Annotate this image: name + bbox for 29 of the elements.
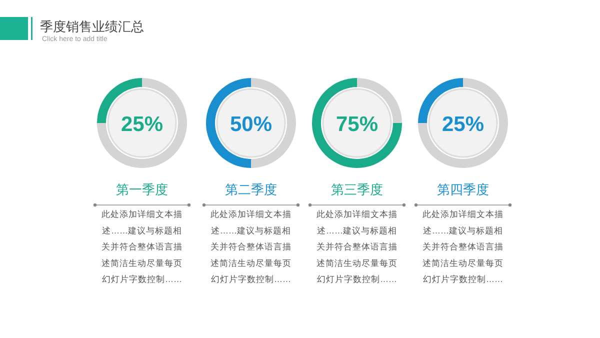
text: 幻灯片字数控制……	[102, 274, 182, 284]
text: 幻灯片字数控制……	[423, 274, 503, 284]
text: 此处添加详细文本描	[102, 209, 182, 219]
text: 述简洁生动尽量每页	[316, 258, 398, 268]
text: 关并符合整体语言描	[316, 242, 398, 252]
text: 述……建议与标题相	[211, 225, 291, 236]
text: 季度销售业绩汇总	[40, 19, 144, 34]
text: 第四季度	[437, 182, 489, 197]
text: 幻灯片字数控制……	[211, 274, 291, 284]
text: 述简洁生动尽量每页	[102, 258, 182, 268]
text: 此处添加详细文本描	[316, 209, 398, 219]
text: 述……建议与标题相	[102, 225, 182, 236]
text: 述简洁生动尽量每页	[210, 258, 292, 268]
text: 第三季度	[331, 182, 383, 197]
text: 25%	[120, 113, 164, 136]
text: 幻灯片字数控制……	[317, 274, 397, 284]
text: 关并符合整体语言描	[102, 242, 182, 252]
text: 50%	[230, 113, 272, 136]
text: 此处添加详细文本描	[210, 209, 292, 219]
text: 述……建议与标题相	[317, 225, 397, 236]
text: 75%	[336, 113, 378, 136]
text: 第二季度	[225, 182, 277, 197]
text: 关并符合整体语言描	[422, 242, 504, 252]
text: 述简洁生动尽量每页	[422, 258, 504, 268]
text: 25%	[442, 113, 484, 136]
text: 述……建议与标题相	[423, 225, 503, 236]
text: 第一季度	[116, 182, 168, 197]
text: 关并符合整体语言描	[210, 242, 292, 252]
text: 此处添加详细文本描	[422, 209, 504, 219]
